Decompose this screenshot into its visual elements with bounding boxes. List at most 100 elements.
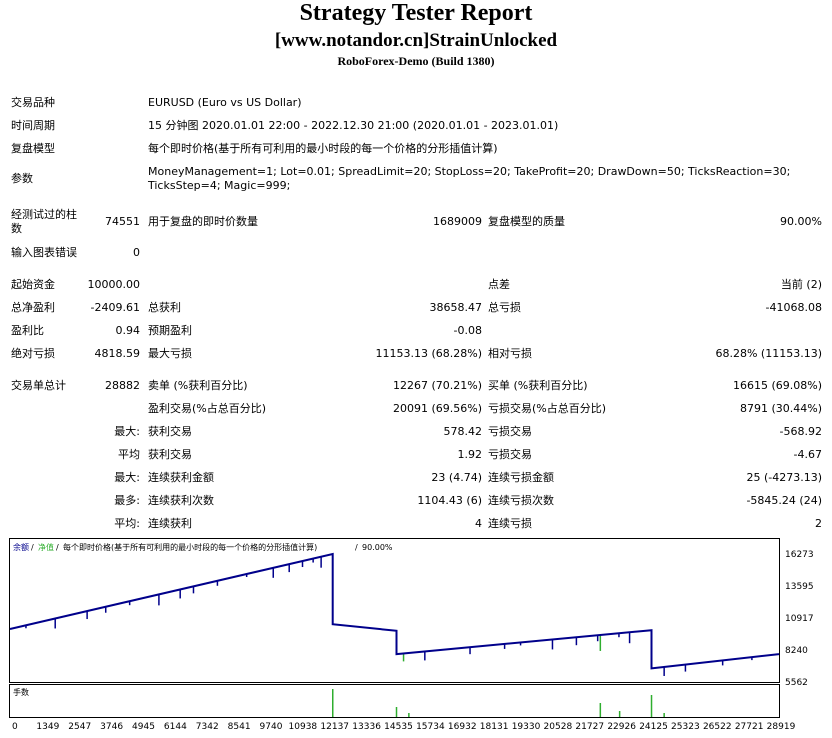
period-label: 时间周期 [11,119,55,132]
model-label: 复盘模型 [11,142,55,155]
max-cons-losses-value: 25 (-4273.13) [746,471,822,484]
maximal-cons-loss-label: 连续亏损次数 [488,494,554,507]
x-tick-label: 3746 [100,722,123,732]
deposit-label: 起始资金 [11,278,55,291]
deposit-value: 10000.00 [87,278,141,291]
x-tick-label: 7342 [196,722,219,732]
avg-cons-label: 平均: [114,517,140,530]
max-cons-wins-label: 连续获利金额 [148,471,214,484]
lots-label: 手数 [13,687,29,697]
server-info: RoboForex-Demo (Build 1380) [337,54,495,68]
gross-profit-value: 38658.47 [429,301,483,314]
x-tick-label: 1349 [36,722,59,732]
profit-trades-label: 盈利交易(%占总百分比) [148,402,267,415]
x-tick-label: 9740 [260,722,283,732]
y-tick-label: 8240 [785,646,808,656]
net-profit-label: 总净盈利 [11,301,55,314]
x-tick-label: 12137 [320,722,349,732]
errors-value: 0 [133,246,140,259]
x-tick-label: 25323 [671,722,700,732]
x-tick-label: 14535 [384,722,413,732]
y-tick-label: 10917 [785,614,814,624]
bars-label-1: 经测试过的柱 [11,208,77,221]
loss-trades-value: 8791 (30.44%) [739,402,822,415]
x-tick-label: 22926 [607,722,636,732]
x-tick-label: 15734 [416,722,445,732]
long-trades-value: 16615 (69.08%) [732,379,822,392]
main-plot-frame [9,538,780,683]
expected-payoff-label: 预期盈利 [148,324,192,337]
x-tick-label: 2547 [68,722,91,732]
y-tick-label: 16273 [785,550,814,560]
ticks-label: 用于复盘的即时价数量 [148,215,258,228]
max-cons-wins-value: 23 (4.74) [431,471,482,484]
average-label: 平均 [118,448,140,461]
x-axis-ticks: 0 1349 2547 3746 4945 6144 7342 8541 9740 10938 12… [12,722,796,732]
lots-plot-frame [9,684,780,718]
report-subtitle: [www.notandor.cn]StrainUnlocked [274,30,558,51]
params-line-2: TicksStep=4; Magic=999; [148,179,291,192]
total-trades-value: 28882 [105,379,140,392]
legend-separator-2: / [56,543,59,552]
x-tick-label: 19330 [512,722,541,732]
x-tick-label: 16932 [448,722,477,732]
short-trades-label: 卖单 (%获利百分比) [148,379,248,392]
profit-factor-value: 0.94 [115,324,141,337]
symbol-value: EURUSD (Euro vs US Dollar) [148,96,302,109]
avg-cons-losses-label: 连续亏损 [488,517,532,530]
x-tick-label: 4945 [132,722,155,732]
x-tick-label: 0 [12,722,18,732]
max-drawdown-label: 最大亏损 [148,347,192,360]
avg-cons-wins-label: 连续获利 [148,517,192,530]
legend-separator-3: / [355,543,358,552]
maximal-cons-label: 最多: [114,494,140,507]
maximal-cons-loss-value: -5845.24 (24) [746,494,822,507]
model-value: 每个即时价格(基于所有可利用的最小时段的每一个价格的分形插值计算) [148,142,498,155]
profit-factor-label: 盈利比 [11,324,44,337]
long-trades-label: 买单 (%获利百分比) [488,379,588,392]
spread-value: 当前 (2) [780,278,822,291]
rel-drawdown-value: 68.28% (11153.13) [715,347,822,360]
symbol-label: 交易品种 [11,96,55,109]
bars-value: 74551 [105,215,140,228]
ticks-value: 1689009 [433,215,482,228]
gross-loss-value: -41068.08 [765,301,822,314]
legend-balance: 余额 [13,542,29,552]
average-loss-value: -4.67 [793,448,822,461]
bars-label-2: 数 [11,222,22,235]
rel-drawdown-label: 相对亏损 [488,347,532,360]
average-profit-value: 1.92 [457,448,483,461]
gross-loss-label: 总亏损 [488,301,521,314]
largest-profit-label: 获利交易 [148,425,192,438]
errors-label: 输入图表错误 [11,246,77,259]
profit-trades-value: 20091 (69.56%) [392,402,482,415]
period-value: 15 分钟图 2020.01.01 22:00 - 2022.12.30 21:… [148,119,559,132]
balance-chart: 余额 / 净值 / 每个即时价格(基于所有可利用的最小时段的每一个价格的分形插值… [9,538,814,732]
x-tick-label: 6144 [164,722,187,732]
x-tick-label: 8541 [228,722,251,732]
legend-quality: 90.00% [362,543,393,552]
x-tick-label: 28919 [767,722,796,732]
x-tick-label: 27721 [735,722,764,732]
loss-trades-label: 亏损交易(%占总百分比) [488,402,607,415]
max-cons-losses-label: 连续亏损金额 [488,471,554,484]
x-tick-label: 24125 [639,722,668,732]
params-line-1: MoneyManagement=1; Lot=0.01; SpreadLimit… [148,165,791,178]
largest-loss-label: 亏损交易 [488,425,532,438]
report-title: Strategy Tester Report [299,0,533,26]
avg-cons-wins-value: 4 [475,517,482,530]
spread-label: 点差 [488,278,510,291]
quality-value: 90.00% [780,215,822,228]
legend-model: 每个即时价格(基于所有可利用的最小时段的每一个价格的分形插值计算) [63,542,317,552]
legend-separator-1: / [31,543,34,552]
y-tick-label: 5562 [785,678,808,688]
quality-label: 复盘模型的质量 [488,215,565,228]
x-tick-label: 20528 [544,722,573,732]
net-profit-value: -2409.61 [90,301,140,314]
gross-profit-label: 总获利 [148,301,181,314]
expected-payoff-value: -0.08 [453,324,482,337]
maximal-cons-profit-label: 连续获利次数 [148,494,214,507]
largest-profit-value: 578.42 [443,425,483,438]
max-cons-label: 最大: [114,471,140,484]
x-tick-label: 18131 [480,722,509,732]
